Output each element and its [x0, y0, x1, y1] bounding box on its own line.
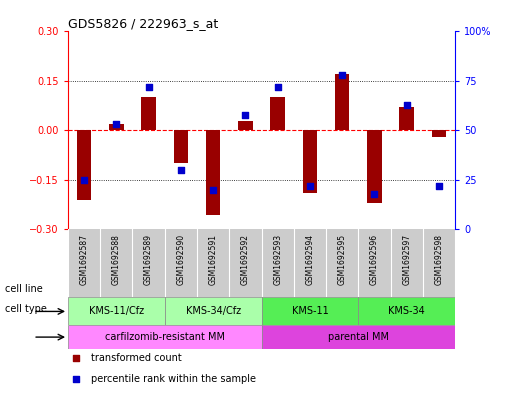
Point: [435, 183, 443, 189]
Text: KMS-34/Cfz: KMS-34/Cfz: [186, 307, 241, 316]
Text: percentile rank within the sample: percentile rank within the sample: [91, 374, 256, 384]
Bar: [303, 130, 317, 193]
Text: cell line: cell line: [5, 284, 43, 294]
Bar: [270, 97, 285, 130]
Text: GSM1692595: GSM1692595: [338, 234, 347, 285]
Bar: [109, 124, 123, 130]
Text: carfilzomib-resistant MM: carfilzomib-resistant MM: [105, 332, 225, 342]
Bar: [238, 121, 253, 130]
Bar: [206, 130, 220, 215]
Point: [72, 375, 80, 382]
Text: GSM1692589: GSM1692589: [144, 234, 153, 285]
Text: transformed count: transformed count: [91, 353, 182, 363]
Bar: [400, 107, 414, 130]
Bar: [262, 298, 358, 325]
Bar: [77, 130, 92, 200]
Bar: [367, 130, 382, 203]
Bar: [358, 298, 455, 325]
Point: [80, 177, 88, 183]
Text: GSM1692597: GSM1692597: [402, 234, 411, 285]
Text: parental MM: parental MM: [328, 332, 389, 342]
Text: cell type: cell type: [5, 303, 47, 314]
Bar: [68, 325, 262, 349]
Text: KMS-11/Cfz: KMS-11/Cfz: [89, 307, 144, 316]
Point: [209, 187, 218, 193]
Bar: [174, 130, 188, 163]
Bar: [335, 74, 349, 130]
Point: [370, 191, 379, 197]
Text: GSM1692594: GSM1692594: [305, 234, 314, 285]
Point: [72, 354, 80, 361]
Text: GSM1692590: GSM1692590: [176, 234, 185, 285]
Point: [177, 167, 185, 173]
Text: GSM1692593: GSM1692593: [273, 234, 282, 285]
Text: GSM1692598: GSM1692598: [435, 234, 444, 285]
Text: GDS5826 / 222963_s_at: GDS5826 / 222963_s_at: [68, 17, 218, 30]
Point: [112, 121, 120, 128]
Text: KMS-11: KMS-11: [291, 307, 328, 316]
Text: GSM1692587: GSM1692587: [79, 234, 88, 285]
Point: [241, 112, 249, 118]
Bar: [165, 298, 262, 325]
Bar: [68, 298, 165, 325]
Bar: [262, 325, 455, 349]
Point: [305, 183, 314, 189]
Text: GSM1692588: GSM1692588: [112, 234, 121, 285]
Point: [274, 84, 282, 90]
Point: [403, 101, 411, 108]
Point: [144, 84, 153, 90]
Text: KMS-34: KMS-34: [388, 307, 425, 316]
Text: GSM1692596: GSM1692596: [370, 234, 379, 285]
Text: GSM1692591: GSM1692591: [209, 234, 218, 285]
Bar: [141, 97, 156, 130]
Point: [338, 72, 346, 78]
Bar: [431, 130, 446, 137]
Text: GSM1692592: GSM1692592: [241, 234, 250, 285]
